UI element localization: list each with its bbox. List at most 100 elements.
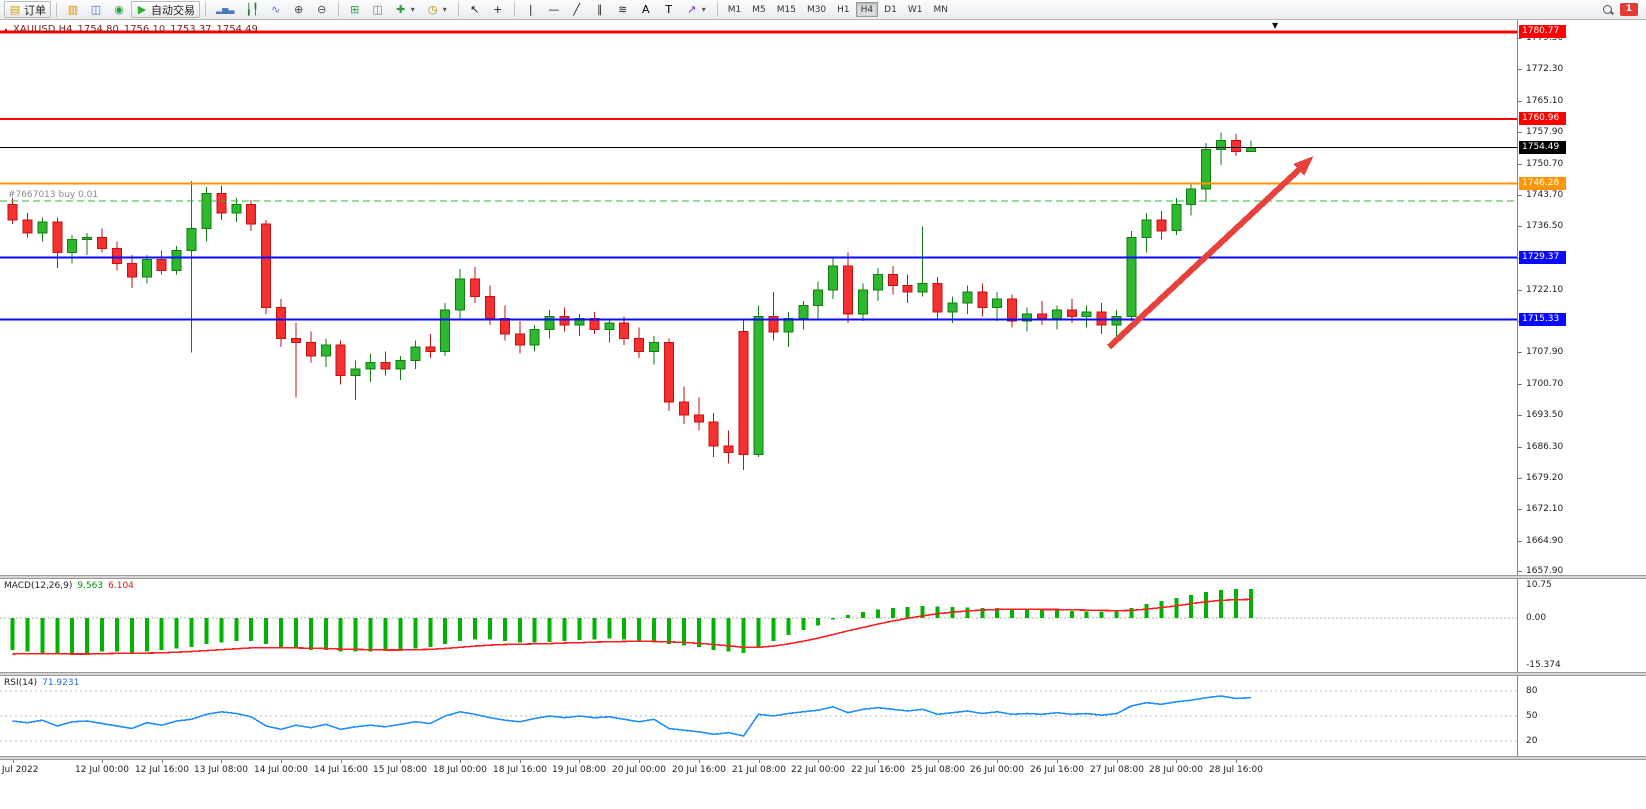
candlestick-chart-icon: ╽╿: [245, 2, 258, 17]
time-label: 22 Jul 16:00: [851, 765, 905, 775]
rsi-panel[interactable]: [0, 676, 1517, 756]
time-label: 13 Jul 08:00: [194, 765, 248, 775]
trendline-button[interactable]: ╱: [566, 1, 588, 18]
time-label: 20 Jul 00:00: [612, 765, 666, 775]
search-icon[interactable]: [1602, 4, 1614, 16]
macd-panel[interactable]: [0, 579, 1517, 672]
price-tag: 1780.77: [1519, 25, 1566, 38]
vertical-line-button[interactable]: |: [520, 1, 542, 18]
bar-chart-button[interactable]: ▂▅▃: [211, 1, 239, 18]
rsi-tick-label: 50: [1526, 711, 1537, 721]
time-label: 21 Jul 08:00: [732, 765, 786, 775]
price-tick-label: 1664.90: [1526, 536, 1563, 546]
text-tool-icon: A: [640, 2, 652, 17]
price-tick-label: 1772.30: [1526, 64, 1563, 74]
label-tool-icon: T: [663, 2, 675, 17]
ohlc-close: 1754.49: [217, 24, 258, 35]
timeframe-button-d1[interactable]: D1: [879, 2, 902, 17]
candlestick-chart-button[interactable]: ╽╿: [240, 1, 263, 18]
panel-divider[interactable]: [0, 575, 1646, 579]
timeframe-button-m1[interactable]: M1: [723, 2, 747, 17]
price-tick-label: 1765.10: [1526, 96, 1563, 106]
horizontal-line-button[interactable]: —: [543, 1, 565, 18]
time-label: 12 Jul 16:00: [135, 765, 189, 775]
macd-signal-value: 6.104: [108, 581, 134, 591]
timeframe-buttons: M1M5M15M30H1H4D1W1MN: [723, 2, 953, 17]
price-tick-label: 1750.70: [1526, 159, 1563, 169]
label-tool-button[interactable]: T: [658, 1, 680, 18]
navigator-icon: ◫: [90, 2, 102, 17]
time-label: 14 Jul 16:00: [314, 765, 368, 775]
line-chart-button[interactable]: ∿: [265, 1, 287, 18]
time-label: 12 Jul 00:00: [75, 765, 129, 775]
price-tick-label: 1693.50: [1526, 410, 1563, 420]
timeframe-button-m30[interactable]: M30: [802, 2, 831, 17]
timeframe-button-h4[interactable]: H4: [856, 2, 879, 17]
macd-main-value: 9.563: [77, 581, 103, 591]
toolbar-separator: [56, 3, 57, 17]
time-axis[interactable]: 11 Jul 2022 12 Jul 00:00 12 Jul 16:00 13 Ju…: [0, 760, 1646, 809]
macd-label: MACD(12,26,9) 9.563 6.104: [4, 581, 134, 591]
macd-tick-label: 10.75: [1526, 580, 1552, 590]
chart-ohlc-header: ▴ XAUUSD,H4 1754.80 1756.10 1753.37 1754…: [4, 24, 258, 35]
cursor-button[interactable]: ↖: [464, 1, 486, 18]
rsi-levels: [0, 691, 1517, 741]
price-tick-label: 1686.30: [1526, 442, 1563, 452]
price-tick-label: 1743.70: [1526, 190, 1563, 200]
chart-title-icon: ▴: [4, 25, 8, 34]
time-label: 11 Jul 2022: [0, 765, 38, 775]
tile-windows-button[interactable]: ⊞: [344, 1, 366, 18]
symbol-period: XAUUSD,H4: [13, 24, 72, 35]
crosshair-button[interactable]: +: [487, 1, 509, 18]
macd-tick-label: -15.374: [1526, 660, 1561, 670]
price-tick-label: 1679.20: [1526, 473, 1563, 483]
price-tick-label: 1736.50: [1526, 221, 1563, 231]
panel-divider[interactable]: [0, 756, 1646, 760]
arrange-charts-button[interactable]: ◫: [367, 1, 389, 18]
scroll-anchor-icon[interactable]: ▼: [1272, 21, 1278, 30]
time-label: 15 Jul 08:00: [373, 765, 427, 775]
tile-windows-icon: ⊞: [349, 2, 361, 17]
price-tick-label: 1757.90: [1526, 127, 1563, 137]
zoom-in-button[interactable]: ⊕: [288, 1, 310, 18]
channel-icon: ∥: [594, 2, 606, 17]
macd-histogram: [13, 589, 1251, 655]
profiles-button[interactable]: ▥: [62, 1, 84, 18]
panel-divider[interactable]: [0, 672, 1646, 676]
channel-button[interactable]: ∥: [589, 1, 611, 18]
notification-badge[interactable]: 1: [1620, 3, 1638, 16]
timeframe-button-m15[interactable]: M15: [772, 2, 801, 17]
time-label: 22 Jul 00:00: [791, 765, 845, 775]
text-tool-button[interactable]: A: [635, 1, 657, 18]
timeframe-button-h1[interactable]: H1: [832, 2, 855, 17]
timeframe-button-w1[interactable]: W1: [903, 2, 928, 17]
time-label: 26 Jul 16:00: [1030, 765, 1084, 775]
ohlc-high: 1756.10: [124, 24, 165, 35]
time-label: 27 Jul 08:00: [1090, 765, 1144, 775]
zoom-out-button[interactable]: ⊖: [311, 1, 333, 18]
autotrading-label: 自动交易: [151, 2, 195, 18]
rsi-tick-label: 80: [1526, 686, 1537, 696]
time-label: 28 Jul 16:00: [1209, 765, 1263, 775]
new-order-button[interactable]: ▤ 订单: [4, 1, 51, 18]
time-label: 28 Jul 00:00: [1149, 765, 1203, 775]
cycles-button[interactable]: ◷ ▾: [422, 1, 453, 18]
new-chart-button[interactable]: ✚ ▾: [390, 1, 421, 18]
navigator-button[interactable]: ◫: [85, 1, 107, 18]
arrows-tool-button[interactable]: ↗ ▾: [681, 1, 712, 18]
price-chart[interactable]: [0, 20, 1517, 575]
price-axis[interactable]: 1779.501772.301765.101757.901750.701743.…: [1517, 20, 1646, 756]
macd-name: MACD(12,26,9): [4, 581, 72, 591]
chevron-down-icon: ▾: [442, 2, 448, 17]
price-tick-label: 1707.90: [1526, 347, 1563, 357]
fibonacci-button[interactable]: ≋: [612, 1, 634, 18]
timeframe-button-mn[interactable]: MN: [928, 2, 953, 17]
crosshair-icon: +: [492, 2, 504, 17]
time-label: 18 Jul 00:00: [433, 765, 487, 775]
autotrading-button[interactable]: ▶ 自动交易: [131, 1, 200, 18]
timeframe-button-m5[interactable]: M5: [747, 2, 771, 17]
bar-chart-icon: ▂▅▃: [216, 2, 234, 17]
rsi-label: RSI(14) 71.9231: [4, 678, 79, 688]
time-label: 19 Jul 08:00: [552, 765, 606, 775]
notifications-button[interactable]: ◉: [108, 1, 130, 18]
